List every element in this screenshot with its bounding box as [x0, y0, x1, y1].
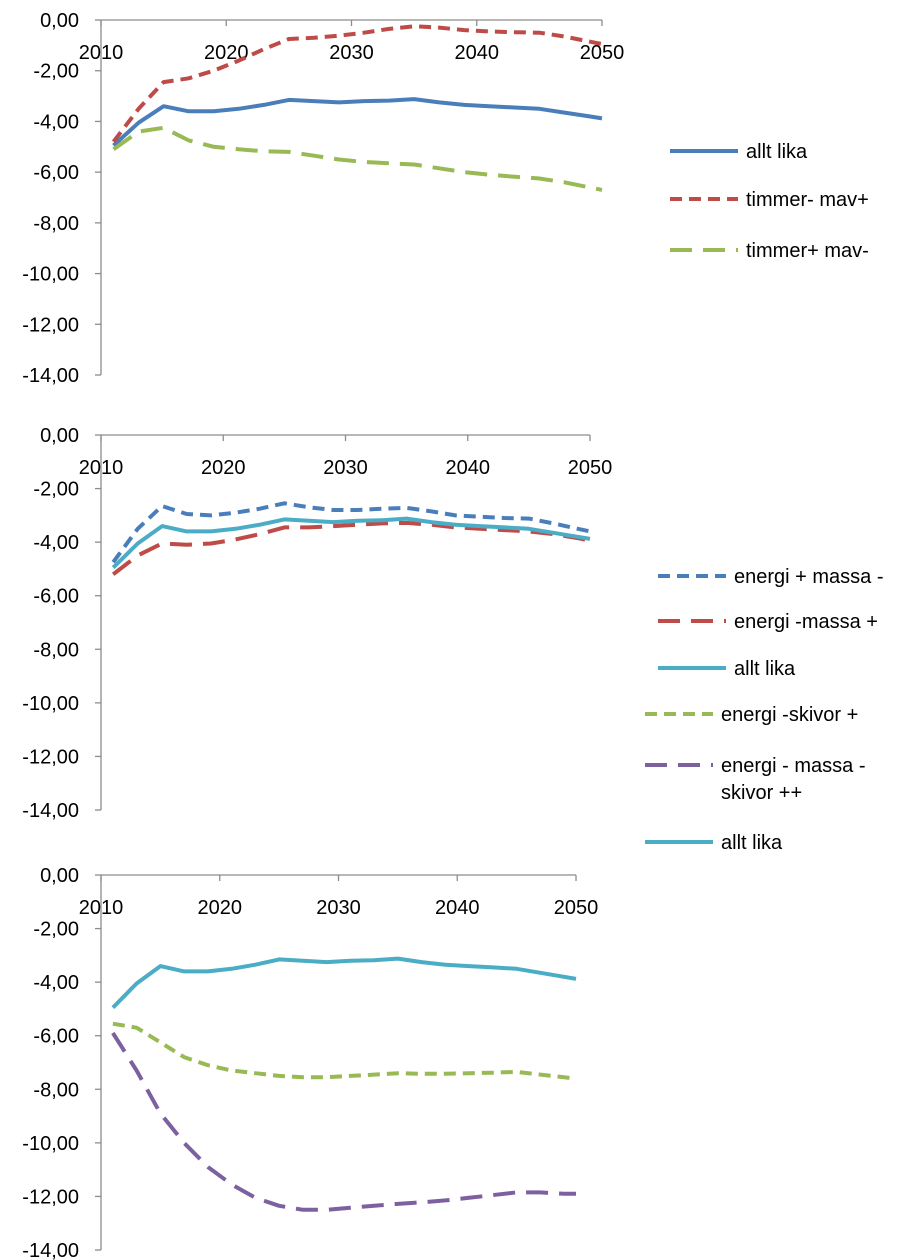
- y-tick-label: -10,00: [22, 693, 79, 715]
- y-tick-label: -14,00: [22, 365, 79, 387]
- y-tick-label: -4,00: [33, 111, 79, 133]
- y-tick-label: -12,00: [22, 1186, 79, 1208]
- y-tick-label: -4,00: [33, 532, 79, 554]
- y-tick-label: -8,00: [33, 213, 79, 235]
- y-tick-label: -8,00: [33, 1079, 79, 1101]
- x-tick-label: 2050: [580, 42, 625, 64]
- x-tick-label: 2030: [323, 457, 368, 479]
- x-tick-label: 2010: [79, 897, 124, 919]
- y-tick-label: -12,00: [22, 314, 79, 336]
- chart-panel-1: 0,00 -2,00 -4,00 -6,00 -8,00 -10,00 -12,00 -14,…: [22, 10, 869, 387]
- y-tick-label: 0,00: [40, 425, 79, 447]
- chart-panel-3: 0,00 -2,00 -4,00 -6,00 -8,00 -10,00 -12,00 -14,…: [22, 704, 865, 1260]
- x-tick-label: 2050: [554, 897, 599, 919]
- legend-label: allt lika: [721, 832, 783, 854]
- x-tick-label: 2020: [201, 457, 246, 479]
- x-tick-label: 2040: [435, 897, 480, 919]
- y-tick-label: -2,00: [33, 919, 79, 941]
- x-tick-label: 2040: [446, 457, 491, 479]
- series-line-2: [111, 24, 603, 143]
- legend-label: energi -massa +: [734, 611, 878, 633]
- series-line-1: [111, 501, 591, 564]
- x-tick-label: 2030: [329, 42, 374, 64]
- x-tick-label: 2020: [198, 897, 243, 919]
- y-tick-label: -2,00: [33, 479, 79, 501]
- y-tick-label: 0,00: [40, 10, 79, 32]
- y-tick-label: -12,00: [22, 746, 79, 768]
- y-tick-label: -14,00: [22, 1240, 79, 1260]
- y-tick-label: -4,00: [33, 972, 79, 994]
- series-line-3: [111, 956, 577, 1010]
- y-tick-label: -10,00: [22, 264, 79, 286]
- series-line-3: [111, 516, 591, 570]
- legend-label: allt lika: [746, 141, 808, 163]
- series-line-1: [112, 97, 603, 147]
- y-tick-label: -14,00: [22, 800, 79, 822]
- y-tick-label: -2,00: [33, 61, 79, 83]
- x-tick-label: 2050: [568, 457, 613, 479]
- legend: energi + massa - energi -massa + allt lika: [658, 566, 884, 680]
- legend-label: allt lika: [734, 658, 796, 680]
- y-tick-label: -6,00: [33, 586, 79, 608]
- legend: energi -skivor + energi - massa -skivor +…: [645, 704, 866, 854]
- legend-label: energi -skivor +: [721, 704, 858, 726]
- legend-label: energi - massa -skivor ++: [721, 755, 866, 804]
- x-tick-label: 2010: [79, 42, 124, 64]
- x-tick-label: 2010: [79, 457, 124, 479]
- legend-label: timmer+ mav-: [746, 240, 869, 262]
- y-tick-label: -8,00: [33, 639, 79, 661]
- chart-panel-2: 0,00 -2,00 -4,00 -6,00 -8,00 -10,00 -12,00 -14,…: [22, 425, 883, 822]
- x-tick-label: 2040: [455, 42, 500, 64]
- series-line-2: [111, 1031, 576, 1212]
- x-tick-label: 2030: [316, 897, 361, 919]
- y-tick-label: -6,00: [33, 162, 79, 184]
- y-tick-label: 0,00: [40, 865, 79, 887]
- y-tick-label: -6,00: [33, 1026, 79, 1048]
- legend-label: timmer- mav+: [746, 189, 869, 211]
- series-line-1: [112, 1021, 577, 1081]
- x-tick-label: 2020: [204, 42, 249, 64]
- y-tick-label: -10,00: [22, 1133, 79, 1155]
- legend-label: energi + massa -: [734, 566, 884, 588]
- series-line-3: [112, 125, 603, 192]
- legend: allt lika timmer- mav+ timmer+ mav-: [670, 141, 869, 262]
